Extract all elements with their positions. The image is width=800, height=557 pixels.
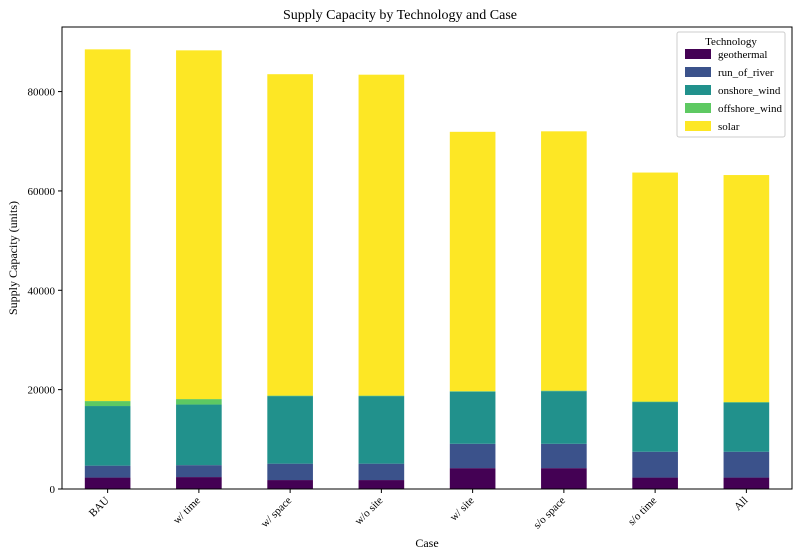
bar-segment-geothermal xyxy=(84,477,131,489)
bar-segment-offshore_wind xyxy=(449,391,496,392)
x-tick-label: BAU xyxy=(87,495,112,520)
x-tick-label: All xyxy=(732,495,750,513)
bar-segment-solar xyxy=(449,131,496,392)
y-tick-label: 20000 xyxy=(28,385,56,397)
legend-swatch-offshore_wind xyxy=(685,103,711,113)
bar-segment-onshore_wind xyxy=(449,391,496,444)
bar-segment-run_of_river xyxy=(723,451,770,478)
legend-title: Technology xyxy=(705,36,757,48)
bar-segment-solar xyxy=(723,175,770,403)
legend-label-onshore_wind: onshore_wind xyxy=(718,85,781,97)
bar-segment-geothermal xyxy=(358,480,405,489)
bar-segment-run_of_river xyxy=(358,463,405,481)
bar-segment-onshore_wind xyxy=(723,402,770,452)
bar-segment-solar xyxy=(358,74,405,396)
legend-label-offshore_wind: offshore_wind xyxy=(718,103,782,115)
legend-label-solar: solar xyxy=(718,121,740,133)
x-tick-label: w/o site xyxy=(353,495,386,528)
y-tick-label: 40000 xyxy=(28,285,56,297)
legend-swatch-solar xyxy=(685,121,711,131)
bar-segment-geothermal xyxy=(632,477,678,489)
x-axis-label: Case xyxy=(415,536,438,550)
bar-segment-run_of_river xyxy=(84,465,131,478)
x-tick-label: w/ time xyxy=(171,495,203,527)
bar-segment-offshore_wind xyxy=(358,395,405,397)
bar-segment-onshore_wind xyxy=(267,396,313,464)
legend-label-run_of_river: run_of_river xyxy=(718,67,774,79)
y-tick-label: 60000 xyxy=(28,186,56,198)
bar-segment-run_of_river xyxy=(176,465,222,478)
legend-swatch-geothermal xyxy=(685,49,711,59)
y-axis-label: Supply Capacity (units) xyxy=(6,201,20,315)
x-tick-label: s/o time xyxy=(626,495,659,528)
bar-segment-run_of_river xyxy=(267,463,313,481)
bar-segment-solar xyxy=(632,172,678,402)
bar-segment-onshore_wind xyxy=(541,391,587,444)
legend-swatch-onshore_wind xyxy=(685,85,711,95)
legend-swatch-run_of_river xyxy=(685,67,711,77)
bar-segment-geothermal xyxy=(449,468,496,489)
bar-segment-solar xyxy=(84,49,131,402)
bar-segment-offshore_wind xyxy=(541,390,587,392)
legend: Technology geothermal run_of_riveronshore… xyxy=(676,31,786,138)
bar-segment-offshore_wind xyxy=(84,401,131,407)
bar-segment-onshore_wind xyxy=(632,402,678,452)
bar-segment-run_of_river xyxy=(632,451,678,478)
bar-segment-solar xyxy=(541,131,587,391)
legend-label-geothermal: geothermal xyxy=(718,49,767,61)
y-tick-label: 0 xyxy=(50,484,56,496)
bar-segment-solar xyxy=(267,74,313,396)
bar-segment-onshore_wind xyxy=(358,396,405,464)
axes-frame xyxy=(61,26,793,490)
y-tick-label: 80000 xyxy=(28,87,56,99)
bar-segment-geothermal xyxy=(267,480,313,489)
bar-segment-offshore_wind xyxy=(632,401,678,403)
bar-segment-offshore_wind xyxy=(267,395,313,397)
bar-segment-onshore_wind xyxy=(84,406,131,466)
chart-title: Supply Capacity by Technology and Case xyxy=(283,8,517,23)
bar-segment-geothermal xyxy=(176,477,222,489)
bar-segment-offshore_wind xyxy=(176,399,222,405)
x-tick-label: s/o space xyxy=(531,495,568,532)
plot-area xyxy=(84,49,770,489)
x-tick-label: w/ site xyxy=(448,495,477,524)
bar-segment-solar xyxy=(176,50,222,400)
bar-segment-geothermal xyxy=(541,468,587,489)
bar-segment-geothermal xyxy=(723,477,770,489)
bar-segment-onshore_wind xyxy=(176,404,222,466)
x-tick-label: w/ space xyxy=(259,495,295,531)
bar-segment-run_of_river xyxy=(449,443,496,469)
bar-segment-offshore_wind xyxy=(723,402,770,403)
bar-segment-run_of_river xyxy=(541,443,587,469)
